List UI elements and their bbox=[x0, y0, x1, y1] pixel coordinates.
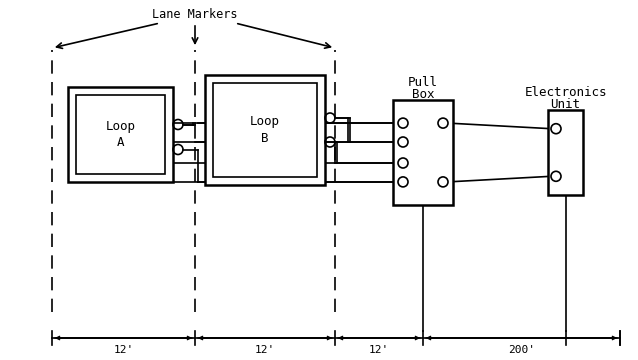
Text: Box: Box bbox=[412, 89, 434, 102]
Text: 12': 12' bbox=[114, 345, 133, 355]
Text: A: A bbox=[117, 136, 124, 149]
Text: Electronics: Electronics bbox=[524, 85, 607, 99]
Text: 12': 12' bbox=[255, 345, 275, 355]
Bar bbox=[393, 100, 453, 205]
Bar bbox=[68, 87, 173, 182]
Text: Unit: Unit bbox=[551, 99, 581, 112]
Bar bbox=[205, 75, 325, 185]
Bar bbox=[76, 95, 165, 174]
Text: 200': 200' bbox=[508, 345, 535, 355]
Text: Loop: Loop bbox=[105, 120, 135, 133]
Text: B: B bbox=[261, 131, 269, 144]
Text: Lane Markers: Lane Markers bbox=[152, 9, 238, 22]
Bar bbox=[548, 110, 583, 195]
Text: Pull: Pull bbox=[408, 76, 438, 89]
Bar bbox=[213, 83, 317, 177]
Text: 12': 12' bbox=[369, 345, 389, 355]
Text: Loop: Loop bbox=[250, 116, 280, 129]
